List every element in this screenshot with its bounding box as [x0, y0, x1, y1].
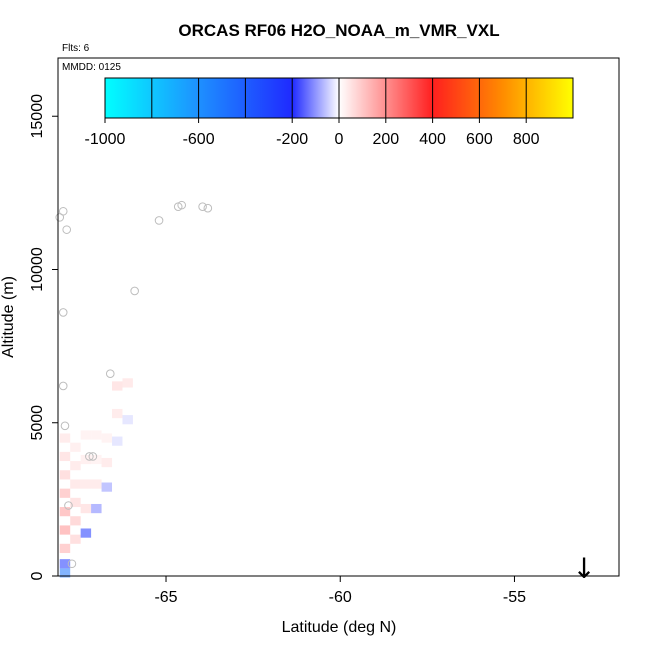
data-point: [58, 206, 68, 216]
heatmap-cell: [70, 479, 81, 489]
heatmap-cell: [59, 470, 71, 480]
x-tick-label: -60: [329, 589, 352, 606]
x-tick-label: -55: [503, 589, 526, 606]
heatmap-cell: [80, 528, 92, 538]
y-axis-label: Altitude (m): [0, 276, 17, 358]
colorbar-tick-label: -200: [276, 131, 308, 148]
heatmap-cell: [80, 503, 92, 514]
heatmap-cell: [70, 497, 81, 508]
colorbar-tick-label: 0: [335, 131, 344, 148]
colorbar: -1000 -600 -200 0 200 400 600 800: [85, 77, 574, 148]
heatmap-cell: [91, 503, 102, 514]
heatmap-cell: [122, 378, 133, 388]
chart-title: ORCAS RF06 H2O_NOAA_m_VMR_VXL: [178, 21, 499, 40]
heatmap-cell: [70, 461, 81, 471]
data-point: [64, 501, 73, 510]
heatmap-cell: [112, 408, 123, 419]
colorbar-tick-label: 200: [372, 131, 399, 148]
heatmap-cell: [59, 507, 71, 517]
heatmap-cell: [59, 559, 71, 569]
heatmap-cell: [112, 436, 123, 446]
data-point: [177, 200, 186, 210]
y-tick-label: 10000: [29, 247, 46, 292]
data-point: [105, 369, 115, 379]
data-point: [85, 452, 94, 461]
heatmap-cell: [101, 482, 113, 492]
y-axis: 0 5000 10000 15000: [29, 94, 58, 580]
colorbar-tick-label: 600: [466, 131, 493, 148]
date-label: MMDD: 0125: [62, 62, 121, 73]
heatmap-cell: [122, 415, 133, 425]
heatmap-cell: [91, 430, 102, 440]
data-point: [130, 286, 139, 296]
heatmap-cell: [59, 568, 71, 578]
data-point: [58, 308, 68, 317]
x-tick-label: -65: [154, 589, 177, 606]
down-arrow-marker: ↓: [572, 552, 595, 585]
data-point: [154, 216, 164, 225]
data-point: [88, 452, 98, 461]
heatmap-cell: [101, 457, 113, 468]
data-point: [198, 202, 207, 211]
colorbar-ticks: -1000 -600 -200 0 200 400 600 800: [85, 78, 540, 148]
scatter-points: [55, 200, 213, 569]
y-tick-label: 0: [29, 571, 46, 580]
heatmap-cell: [91, 479, 102, 489]
heatmap-cell: [91, 454, 102, 465]
colorbar-tick-label: -1000: [85, 131, 126, 148]
heatmap-cell: [101, 433, 113, 443]
data-point: [67, 559, 77, 569]
plot-frame: [57, 57, 620, 577]
heatmap-cell: [80, 479, 92, 489]
flights-label: Flts: 6: [62, 43, 90, 54]
colorbar-tick-label: 800: [513, 131, 540, 148]
data-point: [203, 203, 213, 213]
y-tick-label: 15000: [29, 94, 46, 139]
colorbar-tick-label: -600: [183, 131, 215, 148]
data-point: [62, 225, 72, 234]
heatmap-cell: [59, 433, 71, 443]
heatmap-cells: [59, 378, 133, 578]
data-point: [60, 421, 70, 431]
heatmap-cell: [80, 430, 92, 440]
heatmap-cell: [70, 516, 81, 526]
colorbar-tick-label: 400: [419, 131, 446, 148]
heatmap-cell: [112, 381, 123, 391]
heatmap-cell: [59, 488, 71, 498]
heatmap-cell: [70, 442, 81, 452]
heatmap-cell: [59, 543, 71, 554]
heatmap-cell: [59, 451, 71, 462]
heatmap-cell: [70, 534, 81, 544]
data-point: [58, 381, 68, 391]
heatmap-cell: [59, 525, 71, 535]
heatmap-cell: [80, 454, 92, 465]
x-axis-label: Latitude (deg N): [282, 619, 397, 636]
x-axis: -65 -60 -55: [154, 576, 526, 606]
y-tick-label: 5000: [29, 405, 46, 441]
